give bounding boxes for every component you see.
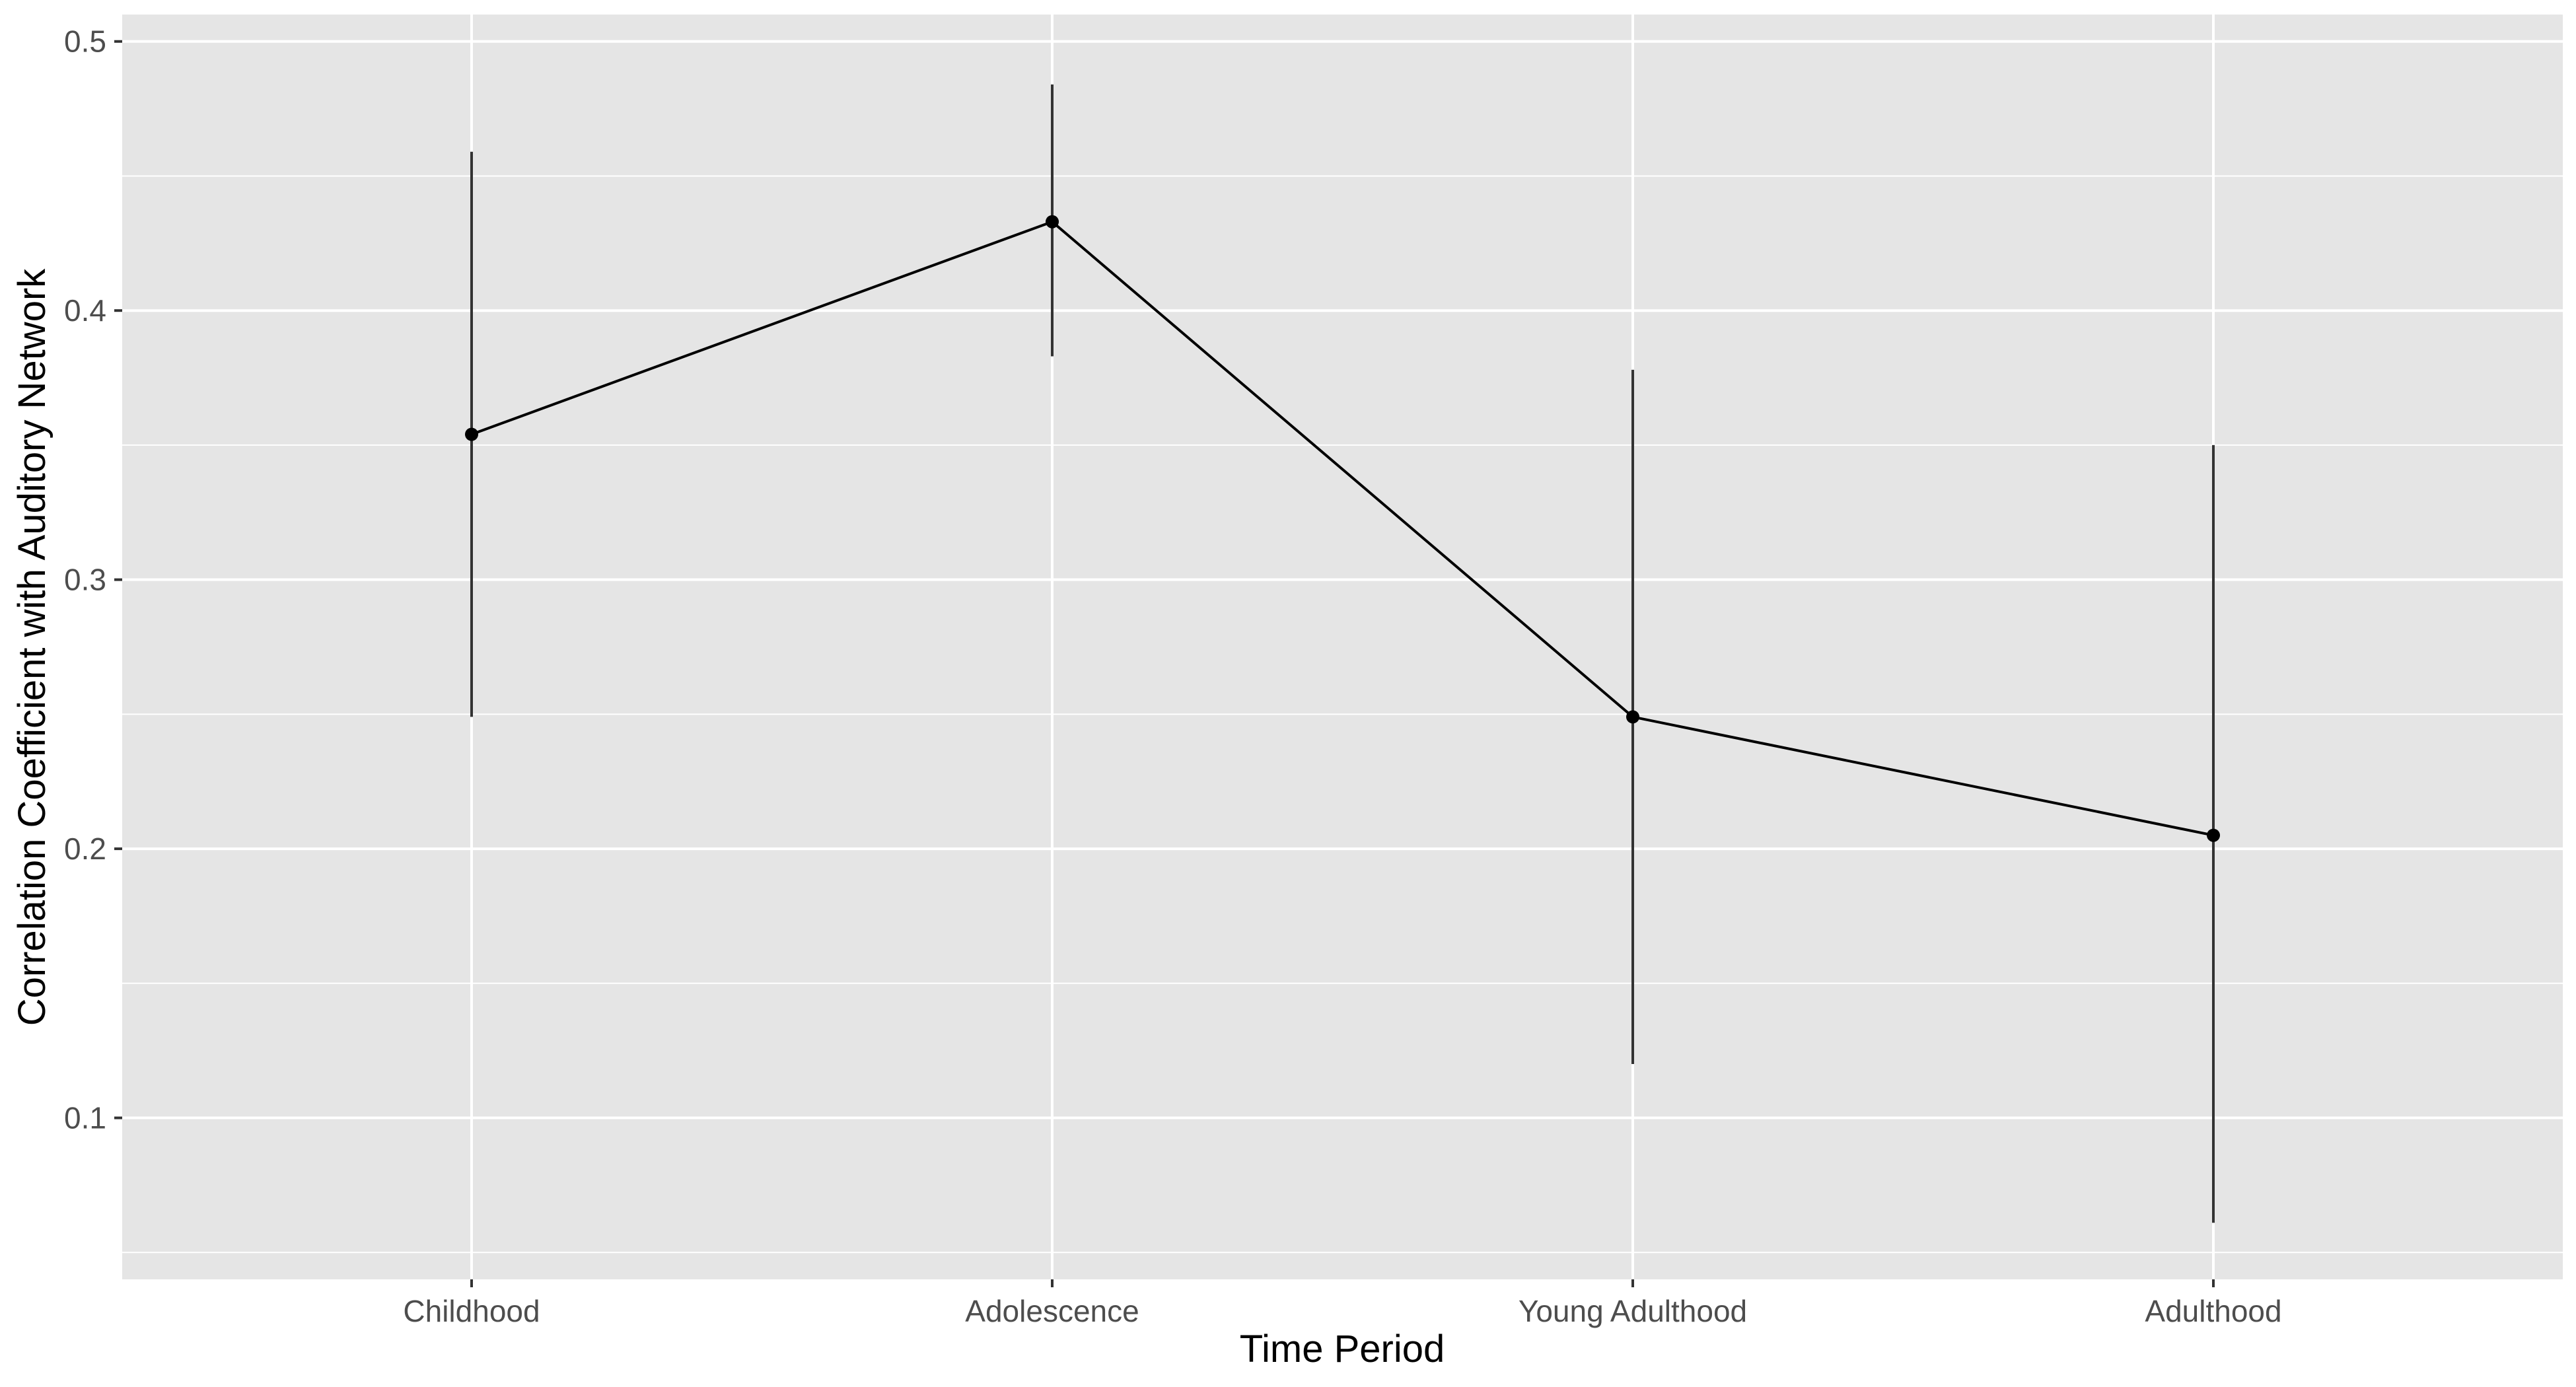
data-point bbox=[465, 427, 478, 441]
x-tick-label: Adulthood bbox=[2145, 1294, 2281, 1328]
y-tick-label: 0.3 bbox=[64, 563, 106, 597]
x-axis-ticks: Childhood Adolescence Young Adulthood Adult… bbox=[403, 1279, 2282, 1328]
series-line-group bbox=[471, 220, 2214, 837]
y-axis-title: Correlation Coefficient with Auditory Ne… bbox=[11, 268, 54, 1026]
y-tick-label: 0.2 bbox=[64, 832, 106, 866]
y-tick-label: 0.4 bbox=[64, 293, 106, 328]
data-point bbox=[1046, 215, 1059, 229]
x-axis-title: Time Period bbox=[1240, 1328, 1445, 1370]
y-tick-label: 0.1 bbox=[64, 1101, 106, 1135]
plot-panel bbox=[122, 15, 2563, 1279]
x-tick-label: Adolescence bbox=[965, 1294, 1139, 1328]
data-point bbox=[2207, 828, 2220, 842]
data-point bbox=[1626, 710, 1639, 724]
y-tick-label: 0.5 bbox=[64, 24, 106, 59]
series-line bbox=[471, 220, 2214, 837]
x-tick-label: Young Adulthood bbox=[1519, 1294, 1747, 1328]
y-axis-ticks: 0.1 0.2 0.3 0.4 0.5 bbox=[64, 24, 122, 1135]
minor-gridlines bbox=[122, 175, 2563, 1254]
data-points bbox=[465, 215, 2220, 842]
x-tick-label: Childhood bbox=[403, 1294, 540, 1328]
